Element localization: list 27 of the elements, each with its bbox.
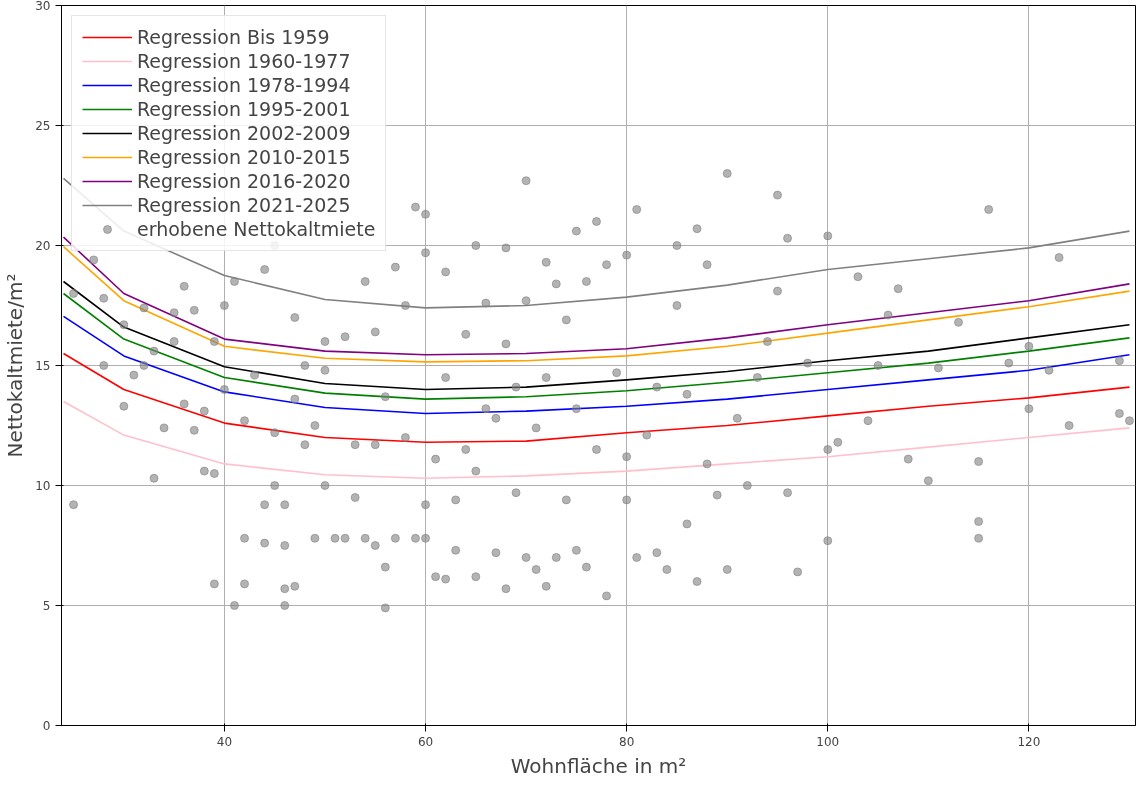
- x-tick-label: 100: [816, 734, 840, 749]
- y-tick-label: 10: [35, 479, 51, 493]
- legend-label: Regression 2021-2025: [137, 194, 351, 216]
- legend-label: Regression 2016-2020: [137, 170, 351, 192]
- x-tick-label: 80: [619, 734, 635, 749]
- y-tick-label: 20: [35, 239, 51, 253]
- legend-label: Regression 1995-2001: [137, 98, 351, 120]
- legend-label: erhobene Nettokaltmiete: [137, 218, 376, 240]
- line-series: [62, 280, 1131, 391]
- x-tick-label: 60: [417, 734, 434, 749]
- y-tick-label: 0: [42, 719, 51, 733]
- line-series: [62, 315, 1131, 415]
- x-axis-title: Wohnfläche in m²: [510, 753, 687, 778]
- y-tick-label: 25: [35, 119, 51, 133]
- line-series: [62, 292, 1131, 400]
- legend-label: Regression 1960-1977: [137, 50, 351, 72]
- x-tick-label: 40: [216, 734, 233, 749]
- legend-label: Regression 2010-2015: [137, 146, 351, 168]
- y-tick-label: 15: [35, 359, 51, 373]
- legend-label: Regression 2002-2009: [137, 122, 351, 144]
- y-tick-label: 5: [42, 599, 51, 613]
- legend-label: Regression 1978-1994: [137, 74, 351, 96]
- line-series: [62, 352, 1131, 444]
- y-tick-label: 30: [35, 0, 51, 13]
- x-tick-label: 120: [1017, 734, 1041, 749]
- legend-label: Regression Bis 1959: [137, 26, 330, 48]
- y-axis-title: Nettokaltmiete/m²: [3, 273, 28, 458]
